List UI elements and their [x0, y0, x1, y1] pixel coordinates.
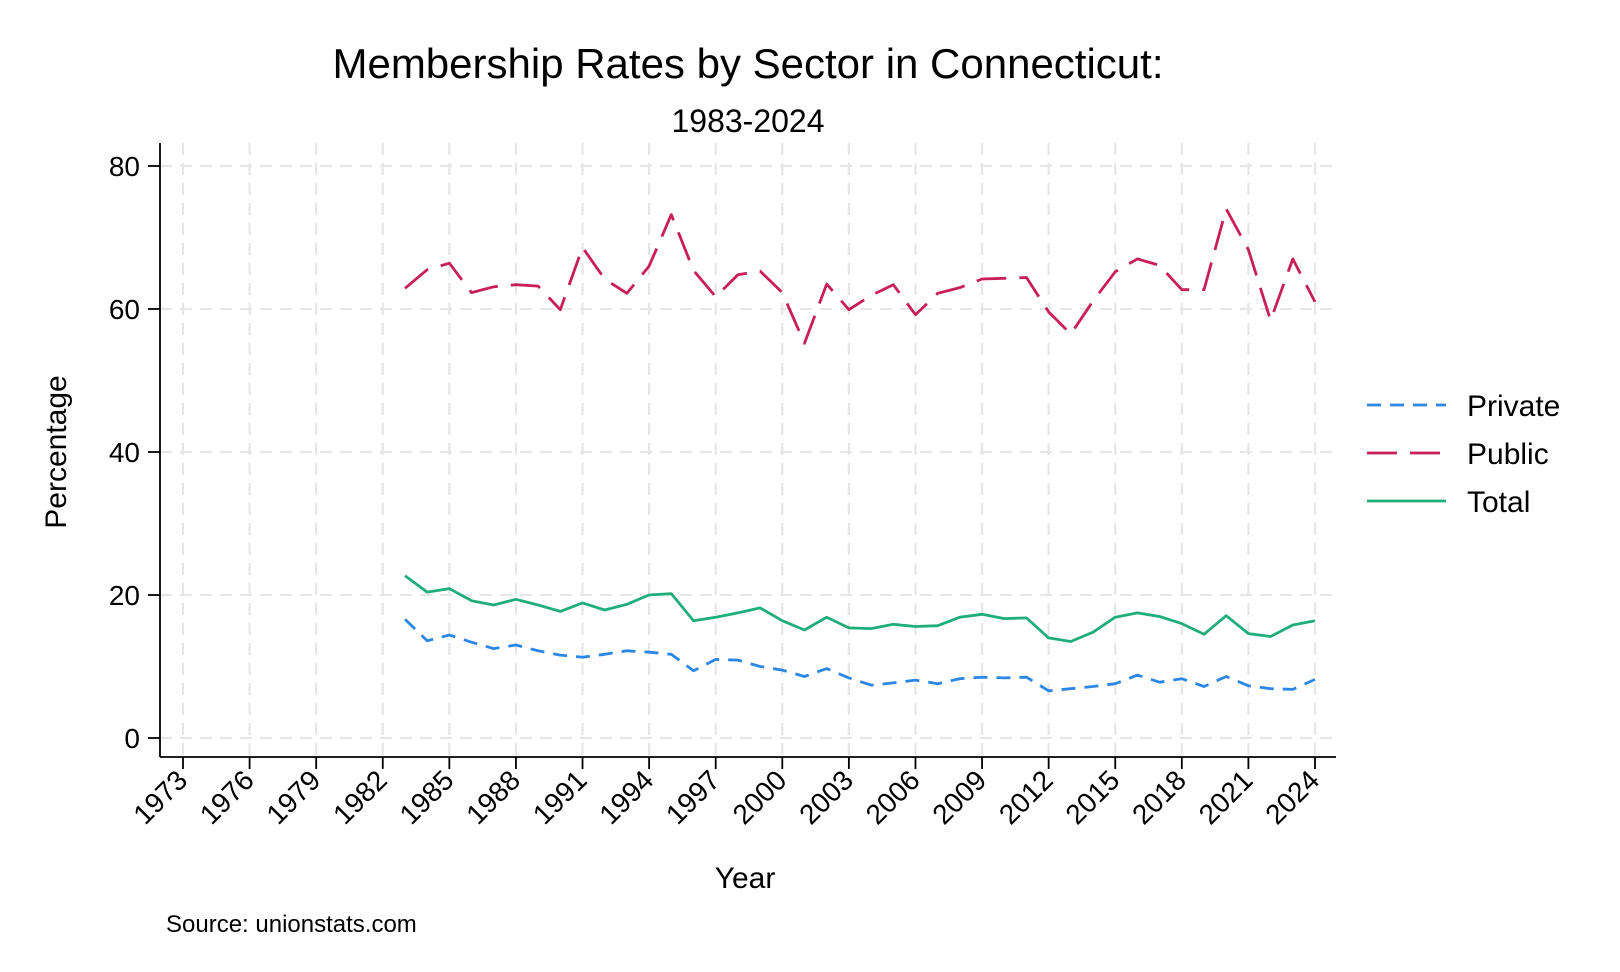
chart-subtitle: 1983-2024: [671, 103, 824, 139]
x-tick-label: 1997: [660, 764, 726, 830]
x-tick-label: 1979: [260, 764, 326, 830]
x-tick-label: 1982: [327, 764, 393, 830]
series-line-public: [404, 207, 1317, 345]
x-tick-label: 1976: [194, 764, 260, 830]
legend: Private Public Total: [1367, 390, 1560, 519]
x-tick-labels: 1973 1976 1979 1982 1985 1988 1991 1994 1997 2000…: [127, 757, 1325, 830]
x-tick-label: 2015: [1060, 764, 1126, 830]
x-tick-label: 2021: [1193, 764, 1259, 830]
y-axis-title: Percentage: [40, 375, 73, 528]
legend-label-private: Private: [1467, 390, 1560, 423]
x-tick-label: 2003: [793, 764, 859, 830]
x-tick-label: 1994: [593, 764, 659, 830]
source-note: Source: unionstats.com: [166, 911, 417, 938]
y-tick-label: 40: [109, 437, 140, 468]
legend-label-public: Public: [1467, 438, 1549, 471]
series-line-total: [404, 574, 1316, 643]
legend-label-total: Total: [1467, 486, 1530, 519]
x-tick-label: 2018: [1126, 764, 1192, 830]
y-tick-label: 80: [109, 151, 140, 182]
x-tick-label: 1991: [527, 764, 593, 830]
y-tick-labels: 0 20 40 60 80: [109, 151, 160, 754]
x-tick-label: 2012: [993, 764, 1059, 830]
x-tick-label: 1988: [460, 764, 526, 830]
chart-title: Membership Rates by Sector in Connecticu…: [332, 40, 1163, 87]
x-tick-label: 1985: [394, 764, 460, 830]
x-tick-label: 2009: [926, 764, 992, 830]
x-axis-title: Year: [715, 862, 776, 895]
x-tick-label: 2024: [1259, 764, 1325, 830]
x-tick-label: 2000: [727, 764, 793, 830]
y-tick-label: 0: [124, 723, 140, 754]
x-tick-label: 2006: [860, 764, 926, 830]
axes: [159, 143, 1336, 758]
y-tick-label: 20: [109, 580, 140, 611]
gridlines: [160, 143, 1336, 757]
series-lines: [404, 207, 1317, 693]
x-tick-label: 1973: [127, 764, 193, 830]
y-tick-label: 60: [109, 294, 140, 325]
series-line-private: [404, 618, 1316, 693]
